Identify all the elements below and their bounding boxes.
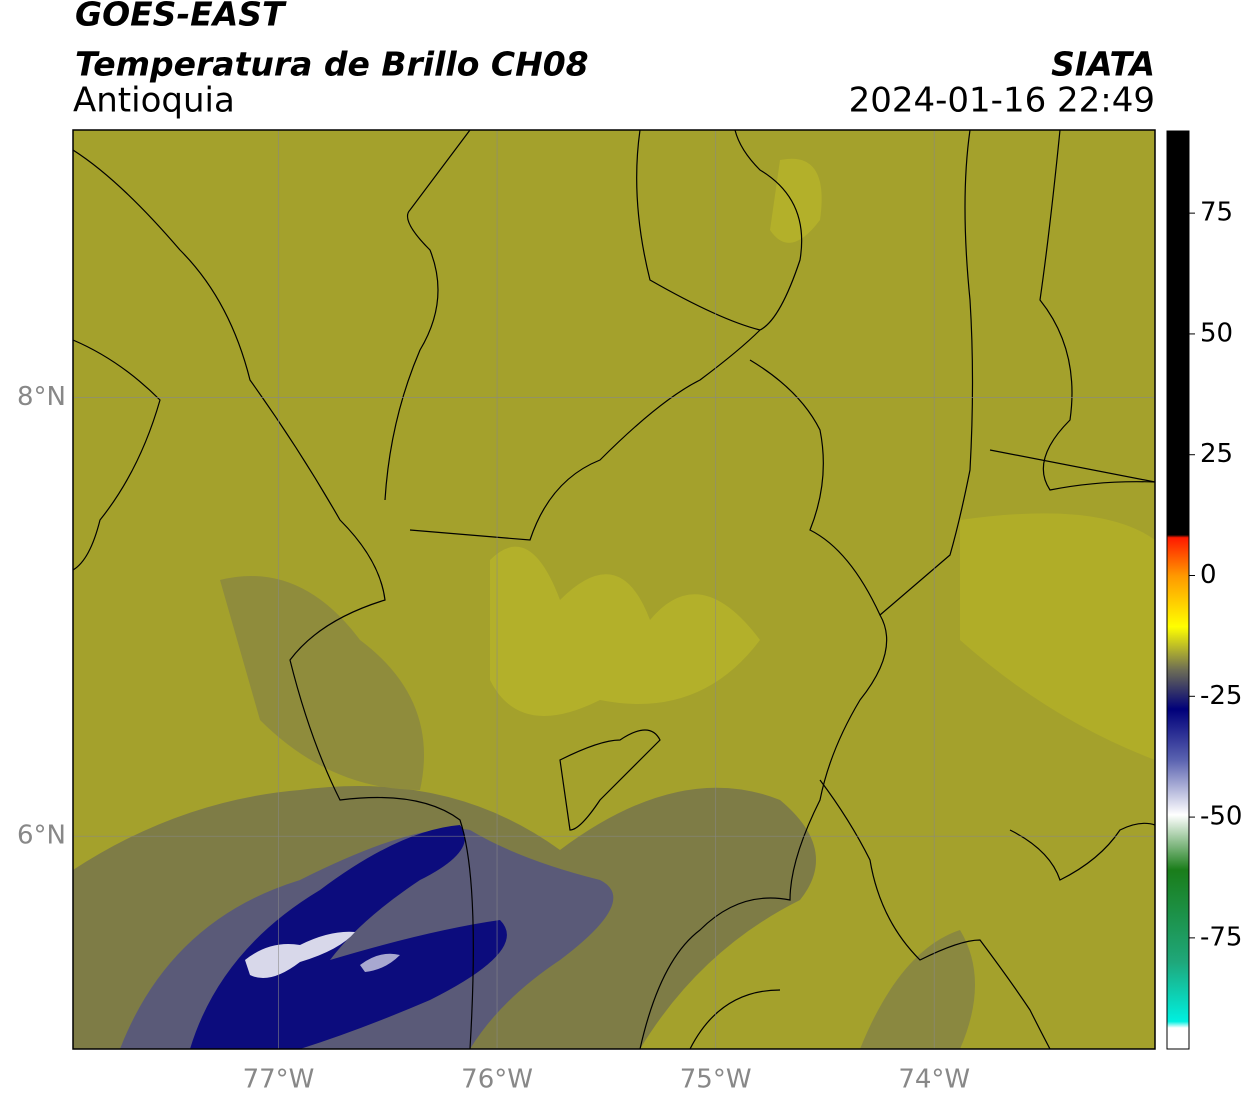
x-tick-label: 76°W (461, 1065, 533, 1095)
satellite-title: GOES-EAST (75, 0, 287, 34)
warm-region (960, 513, 1155, 760)
warm-region (490, 546, 760, 716)
map-image (73, 130, 1155, 1049)
warm-region (770, 158, 822, 243)
x-tick-label: 77°W (243, 1065, 315, 1095)
colorbar-tick-label: -75 (1200, 922, 1242, 952)
colorbar-tick-label: -50 (1200, 802, 1242, 832)
cool-region (220, 576, 424, 790)
region: Antioquia (73, 81, 235, 121)
x-tick-label: 75°W (680, 1065, 752, 1095)
y-tick-label: 8°N (17, 382, 66, 412)
source: SIATA (1051, 45, 1155, 84)
boundaries (73, 130, 1155, 1049)
colorbar-tick-label: 50 (1200, 318, 1233, 348)
grid (73, 130, 1155, 1049)
colorbar (1166, 130, 1190, 1050)
colorbar-tick-label: 75 (1200, 198, 1233, 228)
y-tick-label: 6°N (17, 821, 66, 851)
coldest-core (360, 953, 400, 972)
cool-region (860, 930, 975, 1049)
datetime: 2024-01-16 22:49 (849, 81, 1155, 121)
colorbar-tick-label: 25 (1200, 439, 1233, 469)
product-title: Temperatura de Brillo CH08 (75, 45, 589, 84)
colorbar-tick-label: 0 (1200, 560, 1217, 590)
coldest-core (245, 931, 355, 979)
colorbar-tick-label: -25 (1200, 681, 1242, 711)
x-tick-label: 74°W (898, 1065, 970, 1095)
map-frame (72, 129, 1156, 1050)
